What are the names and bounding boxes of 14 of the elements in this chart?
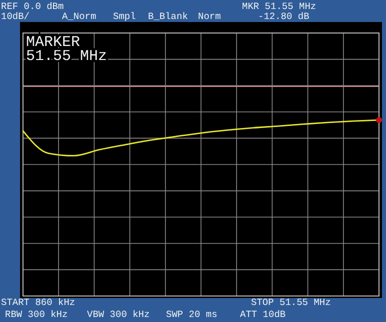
text: MKR 51.55 MHz [242, 1, 316, 12]
text: Smpl [113, 11, 136, 22]
text: SWP 20 ms [166, 309, 218, 320]
text: B_Blank [148, 11, 188, 22]
text: START 860 kHz [1, 297, 76, 308]
text: VBW 300 kHz [87, 309, 150, 320]
text: RBW 300 kHz [5, 309, 68, 320]
text: REF 0.0 dBm [1, 1, 64, 12]
text: -12.80 dB [258, 11, 310, 22]
text: ATT 10dB [240, 309, 286, 320]
text: A_Norm [62, 11, 97, 22]
text: STOP 51.55 MHz [251, 297, 331, 308]
text: Norm [198, 11, 222, 22]
text: 10dB/ [1, 11, 30, 22]
